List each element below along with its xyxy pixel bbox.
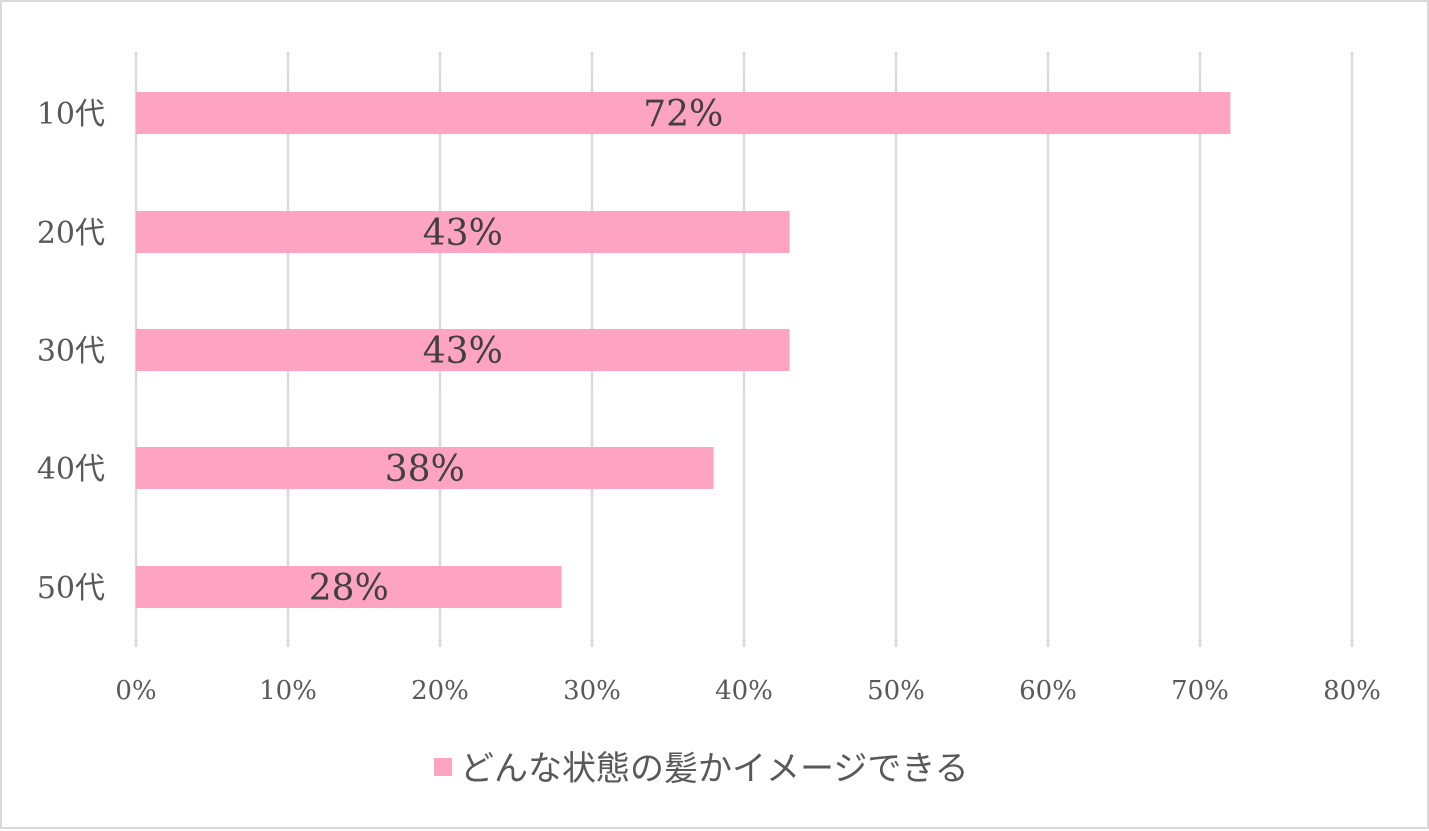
bar-2 bbox=[136, 329, 790, 371]
data-label-4: 28% bbox=[309, 568, 389, 609]
x-tick-label-1: 10% bbox=[259, 676, 317, 706]
category-label-4: 50代 bbox=[37, 571, 105, 606]
bars bbox=[136, 92, 1231, 608]
category-label-3: 40代 bbox=[37, 452, 105, 487]
legend-label: どんな状態の髪かイメージできる bbox=[460, 749, 969, 789]
x-tick-label-2: 20% bbox=[411, 676, 469, 706]
data-label-0: 72% bbox=[643, 94, 723, 135]
legend: どんな状態の髪かイメージできる bbox=[434, 749, 969, 789]
value-axis: 0% 10% 20% 30% 40% 50% 60% 70% 80% bbox=[115, 676, 1381, 706]
category-label-0: 10代 bbox=[37, 97, 105, 132]
data-label-1: 43% bbox=[423, 213, 503, 254]
data-labels: 72% 43% 43% 38% 28% bbox=[309, 94, 723, 609]
x-tick-label-8: 80% bbox=[1323, 676, 1381, 706]
x-tick-label-4: 40% bbox=[715, 676, 773, 706]
bar-1 bbox=[136, 211, 790, 253]
x-tick-label-7: 70% bbox=[1171, 676, 1229, 706]
legend-swatch bbox=[434, 758, 452, 776]
data-label-3: 38% bbox=[385, 449, 465, 490]
data-label-2: 43% bbox=[423, 331, 503, 372]
x-tick-label-5: 50% bbox=[867, 676, 925, 706]
x-tick-label-6: 60% bbox=[1019, 676, 1077, 706]
x-tick-label-0: 0% bbox=[115, 676, 156, 706]
category-axis: 10代 20代 30代 40代 50代 bbox=[37, 97, 105, 606]
category-label-1: 20代 bbox=[37, 216, 105, 251]
bar-4 bbox=[136, 566, 562, 608]
x-tick-label-3: 30% bbox=[563, 676, 621, 706]
bar-0 bbox=[136, 92, 1231, 134]
bar-3 bbox=[136, 447, 714, 489]
category-label-2: 30代 bbox=[37, 334, 105, 369]
